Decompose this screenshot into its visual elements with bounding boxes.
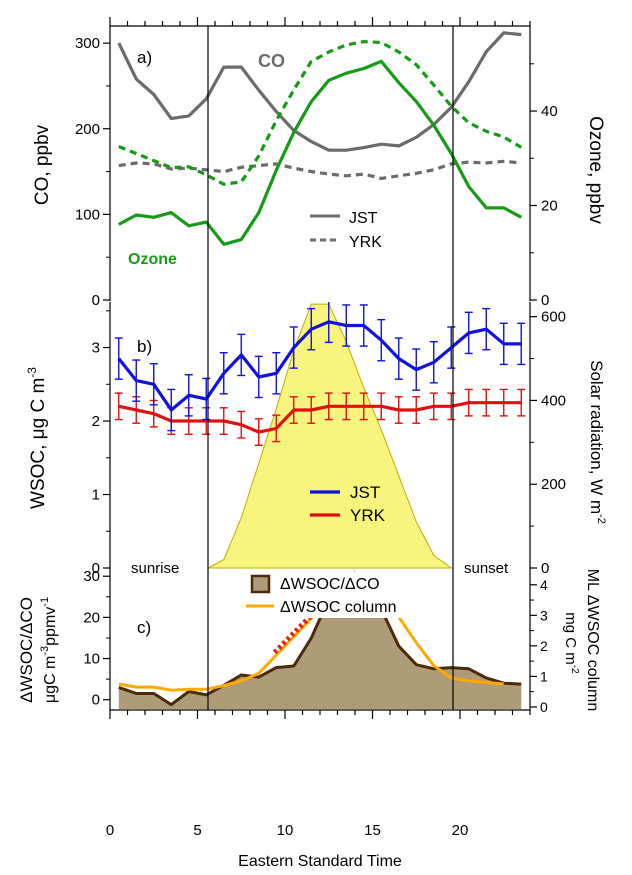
panel-c-ytick-right-label: 4 [540, 577, 548, 593]
wsoc-jst-line [117, 320, 522, 412]
panel-c-plot [118, 569, 522, 709]
panel-c-ylabel-units: μgC m-3ppmv-1 [39, 597, 59, 703]
panel-c-ytick-right-label: 2 [540, 638, 548, 654]
x-axis-tick-label: 0 [106, 822, 114, 839]
panel-b: 0 1 2 3 0 200 400 600 [92, 302, 566, 577]
panel-c-ytick-label: 20 [83, 609, 100, 626]
panel-b-ytick-label: 2 [92, 413, 100, 430]
panel-c-ytick-right-label: 3 [540, 607, 548, 623]
panel-a-ytick-right-label: 20 [541, 198, 558, 215]
panel-c-ylabel: ΔWSOC/ΔCO [17, 597, 36, 703]
legend-b-jst-label: JST [350, 483, 380, 502]
panel-a-label: a) [137, 48, 152, 67]
panel-c: 0 10 20 30 0 1 2 3 4 [83, 568, 548, 715]
panel-c-ylabel-right-units-text: mg C m [562, 612, 579, 665]
panel-a-ytick-right-label: 0 [541, 292, 549, 309]
panel-b-ytick-right-label: 400 [541, 392, 566, 409]
panel-b-ylabel-sup: -3 [25, 367, 39, 378]
panel-c-ylabel-right-units: mg C m-2 [562, 612, 580, 674]
sunrise-label: sunrise [131, 560, 179, 577]
legend-b-yrk-label: YRK [350, 506, 386, 525]
panel-c-ylabel-units-sup: -3 [39, 646, 51, 656]
panel-b-ytick-label: 3 [92, 340, 100, 357]
panel-b-ytick-label: 0 [92, 560, 100, 577]
wsoc-co-ratio-line [118, 577, 522, 707]
panel-c-ytick-right-label: 1 [540, 668, 548, 684]
co-jst-line [117, 31, 522, 152]
wsoc-co-ratio-area [118, 579, 522, 709]
panel-b-ylabel-right: Solar radiation, W m-2 [587, 360, 607, 524]
panel-c-ylabel-right: ML ΔWSOC column [584, 569, 601, 712]
panel-c-ytick-label: 10 [83, 651, 100, 668]
panel-b-ylabel-text: WSOC, μg C m [28, 378, 49, 509]
panel-c-ylabel-units-a: μgC m [42, 656, 59, 703]
co-yrk-line [118, 159, 522, 180]
panel-c-label: c) [137, 618, 151, 637]
panel-c-ytick-right-label: 0 [540, 699, 548, 715]
legend-a-jst-label: JST [349, 210, 378, 227]
panel-b-ylabel-right-text: Solar radiation, W m [587, 360, 606, 514]
panel-b-ytick-label: 1 [92, 487, 100, 504]
x-axis-label: Eastern Standard Time [238, 853, 402, 870]
panel-b-ylabel: WSOC, μg C m-3 [25, 367, 49, 509]
legend-a-yrk-label: YRK [349, 234, 382, 251]
panel-c-ylabel-units-b: ppmv [42, 607, 59, 646]
panel-a-ytick-label: 300 [75, 35, 100, 52]
panel-b-ytick-right-label: 600 [541, 309, 566, 326]
legend-c-ratio-label: ΔWSOC/ΔCO [280, 576, 380, 593]
x-axis-tick-label: 15 [364, 822, 381, 839]
panel-a-ytick-label: 0 [92, 292, 100, 309]
x-axis-tick-label: 10 [277, 822, 294, 839]
legend-c-ratio-swatch [250, 574, 271, 594]
x-axis-tick-label: 20 [452, 822, 469, 839]
panel-a-ytick-label: 100 [75, 206, 100, 223]
panel-b-ylabel-right-sup: -2 [595, 514, 607, 524]
solar-radiation-area [207, 303, 453, 569]
panel-c-ylabel-right-units-sup: -2 [569, 665, 580, 674]
panel-b-plot [114, 302, 526, 569]
legend-c-column-label: ΔWSOC column [280, 599, 396, 616]
common-axes: 0 5 10 15 20 [106, 17, 531, 839]
co-annotation: CO [258, 51, 285, 71]
panel-a-ylabel-right: Ozone, ppbv [585, 116, 606, 224]
panel-c-ytick-label: 0 [92, 692, 100, 709]
panel-a-ytick-right-label: 40 [541, 103, 558, 120]
ozone-yrk-line [118, 39, 523, 186]
panel-a-lines [117, 31, 523, 246]
trend-dotted-line [272, 569, 357, 655]
ozone-annotation: Ozone [128, 251, 177, 268]
panel-b-ytick-right-label: 0 [541, 560, 549, 577]
panel-b-ytick-right-label: 200 [541, 476, 566, 493]
legend-c-background [243, 572, 433, 618]
x-axis-tick-label: 5 [193, 822, 201, 839]
wsoc-yrk-line [118, 401, 522, 434]
panel-a-ytick-label: 200 [75, 121, 100, 138]
panel-a-ylabel: CO, ppbv [32, 124, 53, 205]
panel-b-label: b) [137, 337, 152, 356]
sunset-label: sunset [464, 560, 509, 577]
panel-c-ytick-label: 30 [83, 568, 100, 585]
panel-c-ylabel-units-sup2: -1 [39, 597, 51, 607]
ozone-jst-line [118, 59, 523, 246]
panel-a: 0 100 200 300 0 20 40 [75, 26, 558, 309]
